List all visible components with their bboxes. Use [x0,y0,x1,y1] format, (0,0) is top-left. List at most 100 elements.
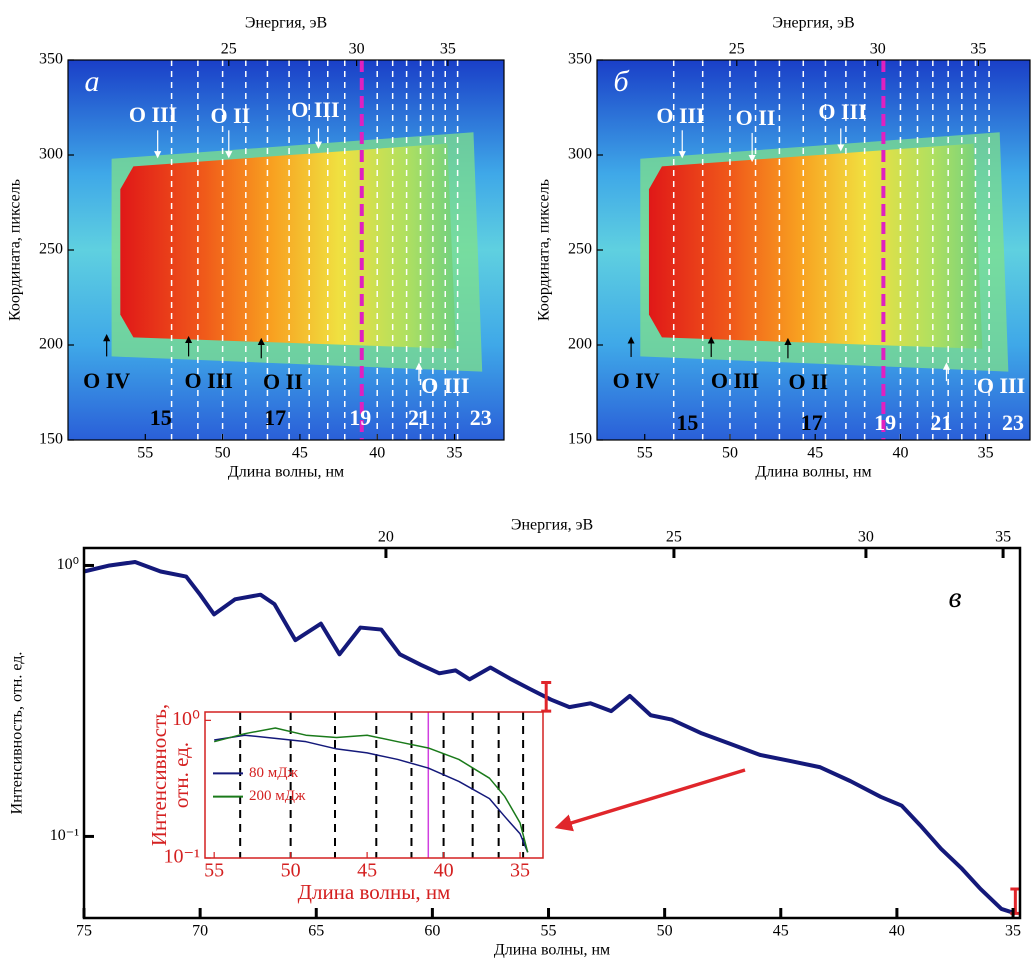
annotation: 17 [264,405,286,430]
annotation: O III [977,373,1025,398]
x-tick-label: 35 [510,860,530,882]
annotation: O II [263,369,303,394]
x2-axis-title: Энергия, эВ [511,517,593,534]
y-tick-label: 10⁻¹ [50,827,79,844]
annotation: O III [291,97,339,122]
data-line [213,727,529,853]
x-tick-label: 65 [308,923,324,940]
x2-tick-label: 35 [970,41,986,58]
y-tick-label: 250 [39,241,63,258]
y-tick-label: 200 [568,336,592,353]
pointer-arrow [554,768,746,832]
y-tick-label: 10⁰ [57,556,79,573]
x-tick-label: 45 [357,860,377,882]
plot-frame [204,711,544,859]
annotation: O III [129,102,177,127]
x-tick-label: 45 [773,923,789,940]
y-tick-label: 10⁻¹ [163,846,200,868]
x2-tick-label: 35 [440,41,456,58]
x-tick-label: 55 [204,860,224,882]
x-tick-label: 60 [424,923,440,940]
inset-background [205,712,543,858]
x2-tick-label: 30 [349,41,365,58]
x-tick-label: 55 [637,445,653,462]
annotation: 23 [470,405,492,430]
annotation: O III [711,368,759,393]
y-tick-label: 300 [568,146,592,163]
annotation: O III [185,368,233,393]
annotation: O II [210,103,250,128]
annotation: O III [656,103,704,128]
x-tick-label: 55 [137,445,153,462]
panel-label: в [948,581,961,614]
annotation: 15 [150,405,172,430]
x-tick-label: 50 [281,860,301,882]
x-axis-title: Длина волны, нм [228,464,344,481]
annotation: O IV [613,368,660,393]
x2-tick-label: 35 [995,529,1011,546]
x-axis-title: Длина волны, нм [755,464,871,481]
y-axis-title: Координата, пиксель [536,179,553,321]
x-tick-label: 50 [722,445,738,462]
annotation: O II [789,369,829,394]
x-tick-label: 40 [369,445,385,462]
x-tick-label: 45 [292,445,308,462]
annotation: 21 [408,405,430,430]
x2-tick-label: 25 [729,41,745,58]
x-tick-label: 40 [434,860,454,882]
y-tick-label: 250 [568,241,592,258]
legend-label: 80 мДж [249,765,298,781]
annotation: 19 [874,410,896,435]
panel-label: а [85,65,100,98]
x-tick-label: 40 [892,445,908,462]
x-tick-label: 40 [889,923,905,940]
data-line [83,559,1016,916]
x-axis-title: Длина волны, нм [494,942,610,959]
y-tick-label: 150 [568,431,592,448]
y-axis-title: Интенсивность, отн. ед. [9,652,26,815]
annotation: 19 [349,405,371,430]
panel-label: б [613,65,629,98]
annotation: O III [818,99,866,124]
annotation: O IV [83,368,130,393]
x-tick-label: 75 [76,923,92,940]
x2-axis-title: Энергия, эВ [772,15,854,32]
heatmap-band [648,143,983,349]
heatmap-band [120,143,457,349]
x2-tick-label: 30 [858,529,874,546]
x-tick-label: 35 [1005,923,1021,940]
x-tick-label: 70 [192,923,208,940]
y-axis-title: отн. ед. [169,742,193,808]
x2-tick-label: 20 [378,529,394,546]
x-tick-label: 35 [447,445,463,462]
y-axis-title: Интенсивность, [147,704,171,846]
x-tick-label: 35 [978,445,994,462]
annotation: O II [736,105,776,130]
legend-label: 200 мДж [249,788,306,804]
y-tick-label: 10⁰ [172,708,200,730]
annotation: 21 [930,410,952,435]
plot-frame [82,546,1022,920]
y-tick-label: 350 [39,51,63,68]
x2-tick-label: 25 [666,529,682,546]
annotation: 15 [676,410,698,435]
x-tick-label: 55 [541,923,557,940]
data-line [214,734,529,853]
x2-axis-title: Энергия, эВ [245,15,327,32]
x2-tick-label: 25 [221,41,237,58]
x-tick-label: 50 [657,923,673,940]
annotation: O III [421,373,469,398]
annotation: 23 [1002,410,1024,435]
y-tick-label: 200 [39,336,63,353]
x-tick-label: 50 [215,445,231,462]
y-tick-label: 300 [39,146,63,163]
y-tick-label: 350 [568,51,592,68]
x-axis-title: Длина волны, нм [298,880,451,904]
error-bar [541,680,552,713]
annotation: 17 [801,410,823,435]
x-tick-label: 45 [807,445,823,462]
x2-tick-label: 30 [870,41,886,58]
y-tick-label: 150 [39,431,63,448]
y-axis-title: Координата, пиксель [7,179,24,321]
